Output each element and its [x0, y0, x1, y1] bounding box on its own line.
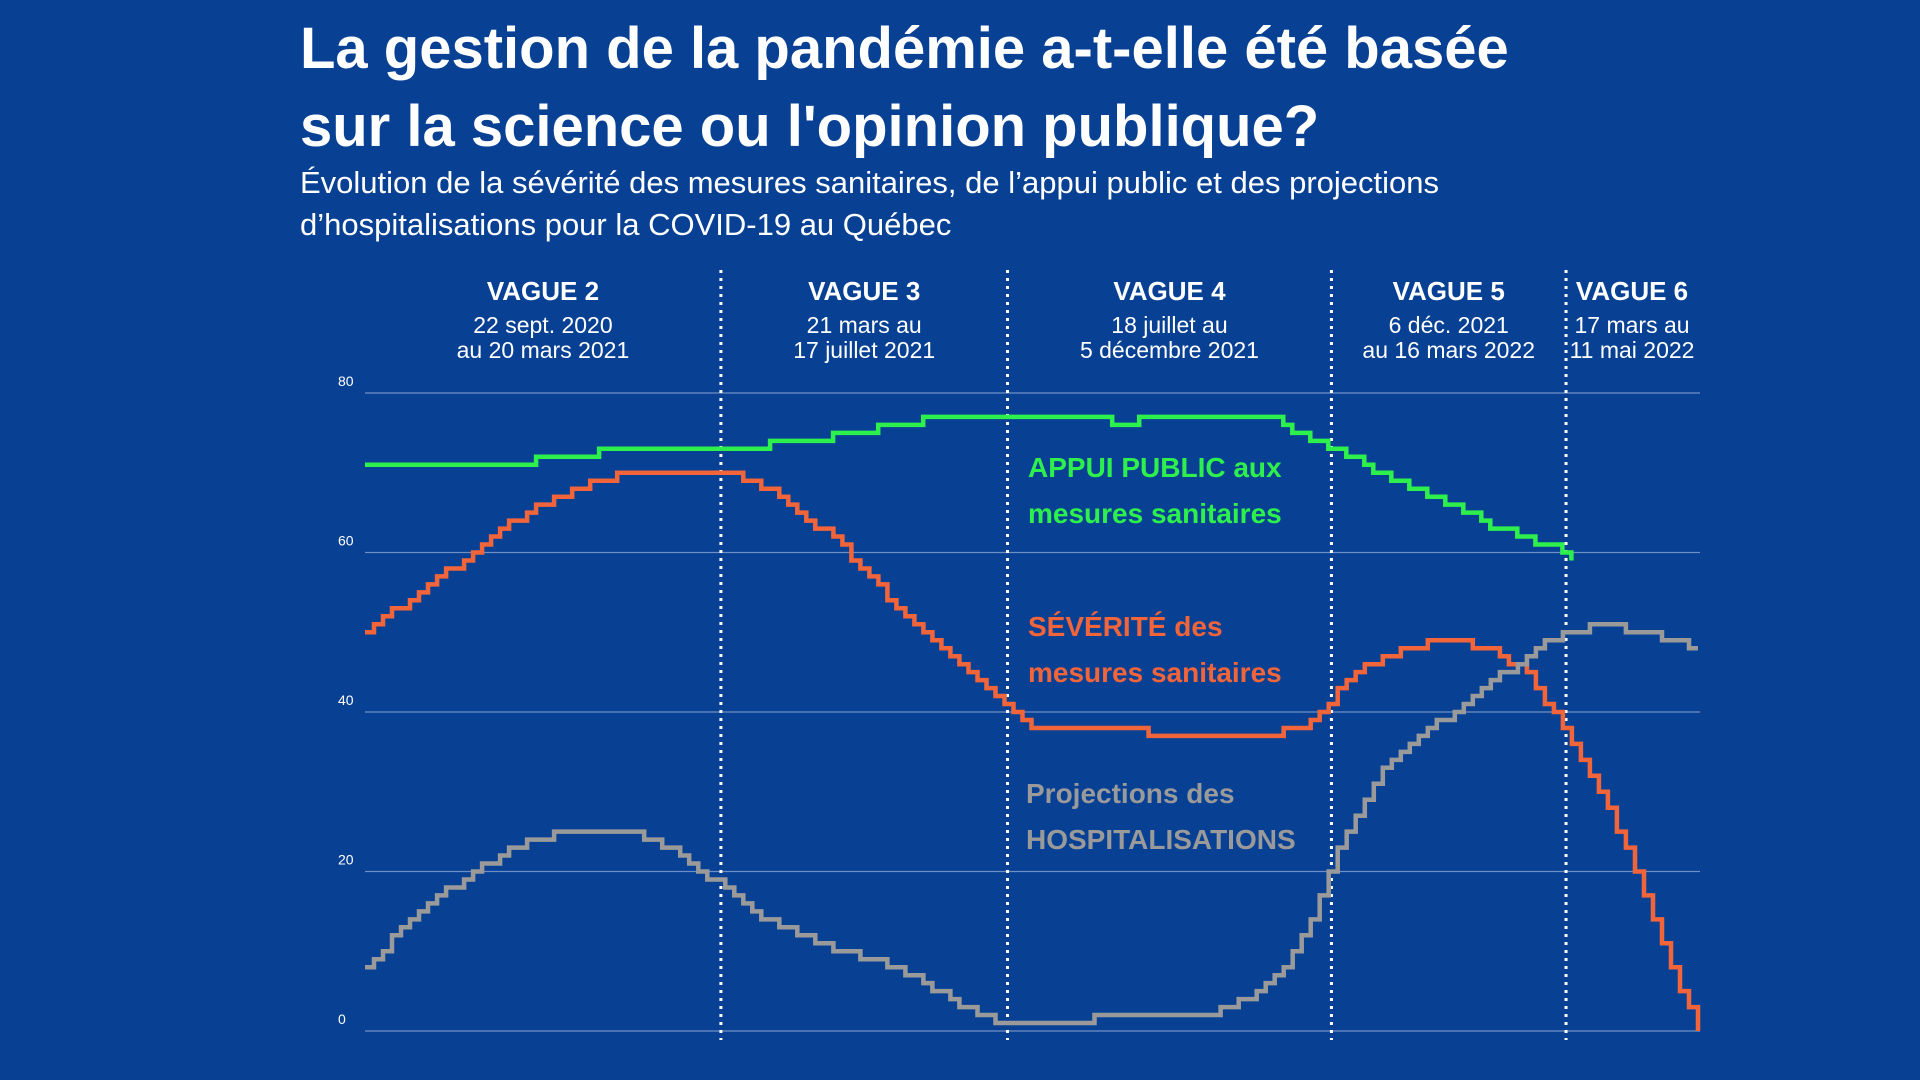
wave-dates-2-line-1: 22 sept. 2020: [473, 312, 612, 338]
wave-dates-6-line-2: 11 mai 2022: [1570, 337, 1695, 363]
series-label-appui-line-2: mesures sanitaires: [1028, 498, 1282, 529]
chart-title: La gestion de la pandémie a-t-elle été b…: [300, 10, 1700, 166]
series-label-severite-line-1: SÉVÉRITÉ des: [1028, 611, 1223, 642]
y-tick-label-40: 40: [338, 692, 354, 708]
series-line-severite: [365, 470, 1701, 1031]
wave-header-2: VAGUE 2: [487, 276, 599, 306]
wave-dates-3-line-2: 17 juillet 2021: [793, 337, 935, 363]
series-label-hospitalisations-line-1: Projections des: [1026, 778, 1235, 809]
y-tick-label-80: 80: [338, 373, 354, 389]
y-tick-label-20: 20: [338, 852, 354, 868]
wave-header-6: VAGUE 6: [1576, 276, 1688, 306]
wave-dates-5-line-2: au 16 mars 2022: [1362, 337, 1535, 363]
wave-dates-3-line-1: 21 mars au: [807, 312, 922, 338]
chart-subtitle: Évolution de la sévérité des mesures san…: [300, 162, 1700, 246]
wave-dates-4-line-1: 18 juillet au: [1111, 312, 1227, 338]
y-tick-label-0: 0: [338, 1011, 346, 1027]
wave-header-3: VAGUE 3: [808, 276, 920, 306]
wave-dates-4-line-2: 5 décembre 2021: [1080, 337, 1259, 363]
series-label-severite-line-2: mesures sanitaires: [1028, 657, 1282, 688]
series-line-appui: [365, 414, 1574, 561]
subtitle-line-1: Évolution de la sévérité des mesures san…: [300, 165, 1440, 200]
wave-dates-5-line-1: 6 déc. 2021: [1389, 312, 1509, 338]
wave-dates-6-line-1: 17 mars au: [1574, 312, 1689, 338]
subtitle-line-2: d’hospitalisations pour la COVID-19 au Q…: [300, 207, 952, 242]
series-label-hospitalisations-line-2: HOSPITALISATIONS: [1026, 824, 1296, 855]
title-line-1: La gestion de la pandémie a-t-elle été b…: [300, 16, 1509, 81]
series-label-appui-line-1: APPUI PUBLIC aux: [1028, 452, 1282, 483]
series-line-hospitalisations: [365, 622, 1698, 1026]
wave-header-5: VAGUE 5: [1393, 276, 1505, 306]
wave-dates-2-line-2: au 20 mars 2021: [457, 337, 630, 363]
wave-header-4: VAGUE 4: [1113, 276, 1226, 306]
y-tick-label-60: 60: [338, 533, 354, 549]
title-line-2: sur la science ou l'opinion publique?: [300, 94, 1320, 159]
